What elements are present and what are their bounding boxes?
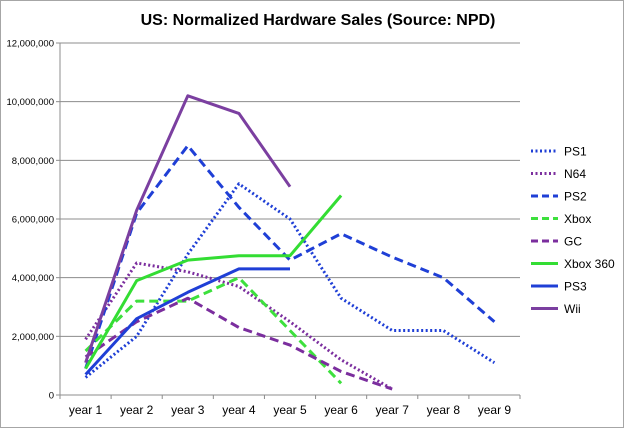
y-tick-label: 4,000,000 <box>12 273 54 284</box>
legend: PS1 N64 PS2 Xbox GC Xbox 360 PS3 Wii <box>531 145 615 316</box>
series-line-ps1 <box>84 182 496 379</box>
legend-label: Wii <box>564 302 581 316</box>
legend-label: PS3 <box>564 280 587 294</box>
x-tick-label: year 2 <box>120 403 154 417</box>
x-tick-label: year 1 <box>69 403 103 417</box>
series-line-n64 <box>84 261 393 391</box>
legend-label: Xbox 360 <box>564 257 615 271</box>
y-tick-label: 10,000,000 <box>6 97 54 108</box>
series-line-wii <box>84 94 292 364</box>
legend-label: N64 <box>564 167 586 181</box>
x-tick-label: year 6 <box>324 403 358 417</box>
y-tick-label: 8,000,000 <box>12 156 54 167</box>
legend-item: PS2 <box>531 190 587 204</box>
y-tick-label: 2,000,000 <box>12 332 54 343</box>
series-lines <box>84 94 496 391</box>
legend-label: GC <box>564 235 582 249</box>
x-tick-label: year 7 <box>376 403 410 417</box>
x-tick-label: year 9 <box>478 403 512 417</box>
x-axis-ticks: year 1 year 2 year 3 year 4 year 5 year 6 year… <box>59 395 521 417</box>
gridlines <box>60 42 520 337</box>
series-line-gc <box>84 296 393 391</box>
series-line-xbox <box>84 276 343 385</box>
chart-title: US: Normalized Hardware Sales (Source: N… <box>141 12 496 29</box>
legend-label: PS2 <box>564 190 587 204</box>
legend-item: Xbox 360 <box>531 257 615 271</box>
x-tick-label: year 3 <box>171 403 205 417</box>
legend-item: Wii <box>531 302 581 316</box>
series-line-ps3 <box>84 267 290 376</box>
y-tick-label: 0 <box>49 391 54 402</box>
y-axis-ticks: 0 2,000,000 4,000,000 6,000,000 8,000,000 10,… <box>6 39 60 402</box>
y-tick-label: 12,000,000 <box>6 39 54 50</box>
x-tick-label: year 4 <box>222 403 256 417</box>
legend-item: N64 <box>531 167 586 181</box>
legend-item: Xbox <box>531 212 591 226</box>
legend-item: PS3 <box>531 280 587 294</box>
x-tick-label: year 5 <box>273 403 307 417</box>
y-tick-label: 6,000,000 <box>12 215 54 226</box>
legend-label: Xbox <box>564 212 591 226</box>
legend-item: PS1 <box>531 145 587 159</box>
series-line-xbox-360 <box>84 194 343 370</box>
x-tick-label: year 8 <box>427 403 461 417</box>
legend-item: GC <box>531 235 582 249</box>
series-line-ps2 <box>84 144 496 370</box>
legend-label: PS1 <box>564 145 587 159</box>
